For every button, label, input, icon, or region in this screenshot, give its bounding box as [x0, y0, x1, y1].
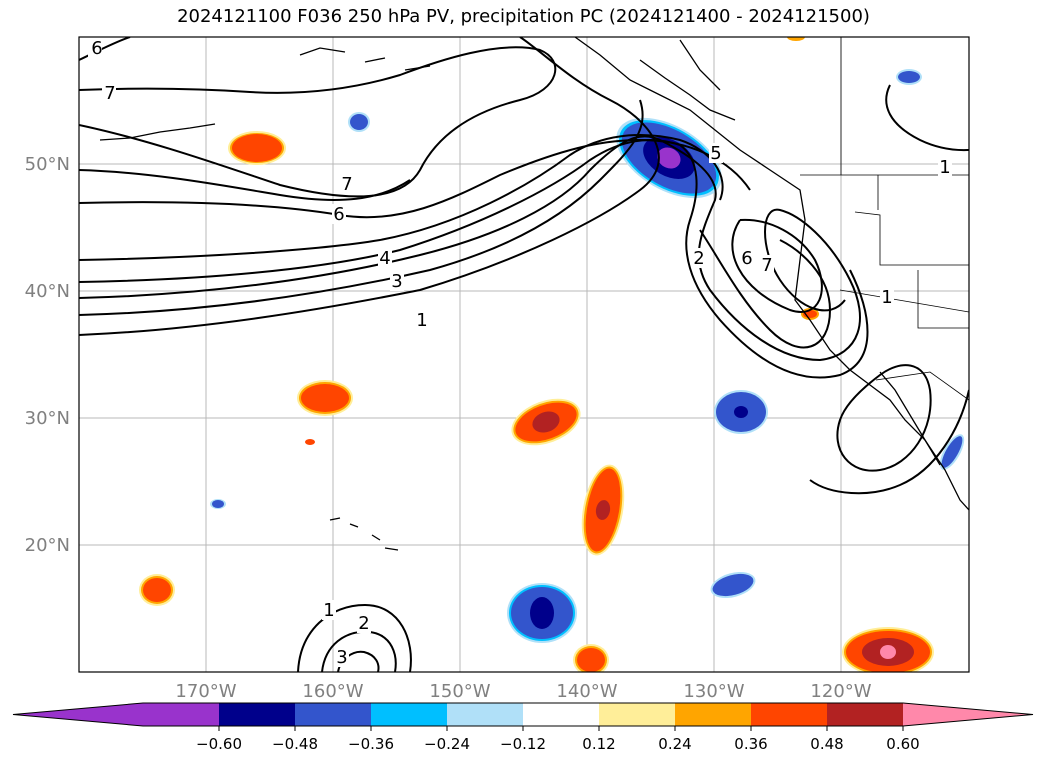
precip-blob — [511, 398, 581, 446]
contour-label-1: 1 — [323, 600, 334, 621]
precip-blob — [714, 390, 768, 434]
colorbar: −0.60 −0.48 −0.36 −0.24 −0.12 0.12 0.24 0.36 0.4… — [12, 702, 1034, 753]
precip-blob — [139, 574, 175, 606]
contour-label-3: 3 — [336, 647, 347, 668]
lon-label-140w: 140°W — [556, 681, 617, 702]
colorbar-tick-label: −0.60 — [196, 735, 242, 753]
colorbar-tick-label: 0.24 — [658, 735, 691, 753]
precip-blob — [228, 131, 286, 165]
lat-label-20n: 20°N — [25, 535, 70, 556]
precip-blob — [297, 380, 353, 416]
precip-blob — [305, 439, 315, 445]
colorbar-segment — [447, 703, 524, 726]
lat-label-40n: 40°N — [25, 281, 70, 302]
precip-blob — [573, 644, 609, 672]
contour-label-6: 6 — [741, 248, 752, 269]
contour-label-6: 6 — [91, 38, 102, 59]
lon-labels: 170°W 160°W 150°W 140°W 130°W 120°W — [175, 681, 871, 702]
lon-label-130w: 130°W — [683, 681, 744, 702]
contour-label-7: 7 — [104, 83, 115, 104]
contour-label-1: 1 — [416, 310, 427, 331]
contour-label-6: 6 — [333, 204, 344, 225]
lon-label-150w: 150°W — [429, 681, 490, 702]
colorbar-tick-label: 0.60 — [886, 735, 919, 753]
precip-blob — [507, 583, 577, 643]
lon-label-170w: 170°W — [175, 681, 236, 702]
colorbar-tick-label: 0.48 — [810, 735, 843, 753]
contour-label-1: 1 — [939, 157, 950, 178]
precip-blob — [210, 499, 226, 509]
map-frame — [78, 36, 970, 673]
chart-title: 2024121100 F036 250 hPa PV, precipitatio… — [177, 6, 870, 27]
precip-blob — [896, 69, 922, 85]
precip-blob — [581, 464, 625, 556]
colorbar-extend-low — [13, 703, 143, 726]
precip-blob — [842, 627, 934, 672]
contour-label-2: 2 — [358, 613, 369, 634]
colorbar-segment — [523, 703, 600, 726]
colorbar-tick-label: −0.12 — [500, 735, 546, 753]
colorbar-outline — [12, 702, 1034, 727]
contour-label-7: 7 — [341, 174, 352, 195]
colorbar-segment — [675, 703, 752, 726]
precip-blob — [348, 112, 370, 132]
lon-label-160w: 160°W — [302, 681, 363, 702]
colorbar-segment — [143, 703, 220, 726]
lat-label-50n: 50°N — [25, 154, 70, 175]
precip-blob — [939, 434, 965, 470]
colorbar-segment — [599, 703, 676, 726]
contour-label-7: 7 — [761, 255, 772, 276]
colorbar-tick-label: 0.36 — [734, 735, 767, 753]
contour-label-2: 2 — [693, 248, 704, 269]
colorbar-tick-label: 0.12 — [582, 735, 615, 753]
colorbar-tick-label: −0.36 — [348, 735, 394, 753]
precip-blob — [710, 571, 756, 599]
colorbar-segment — [295, 703, 372, 726]
precip-blob — [787, 37, 805, 41]
contour-label-3: 3 — [391, 271, 402, 292]
coastlines — [99, 37, 969, 551]
colorbar-segment — [371, 703, 448, 726]
contour-label-5: 5 — [710, 143, 721, 164]
colorbar-segment — [827, 703, 904, 726]
colorbar-tick-label: −0.24 — [424, 735, 470, 753]
colorbar-tick-label: −0.48 — [272, 735, 318, 753]
contour-labels: 6 7 7 6 4 3 1 5 2 6 7 1 1 1 — [88, 37, 952, 668]
contour-label-4: 4 — [379, 248, 390, 269]
colorbar-extend-high — [903, 703, 1033, 726]
colorbar-segment — [219, 703, 296, 726]
lon-label-120w: 120°W — [810, 681, 871, 702]
lat-label-30n: 30°N — [25, 408, 70, 429]
map-background — [79, 37, 969, 672]
colorbar-segment — [751, 703, 828, 726]
contour-label-1: 1 — [881, 287, 892, 308]
lat-labels: 50°N 40°N 30°N 20°N — [25, 154, 70, 556]
